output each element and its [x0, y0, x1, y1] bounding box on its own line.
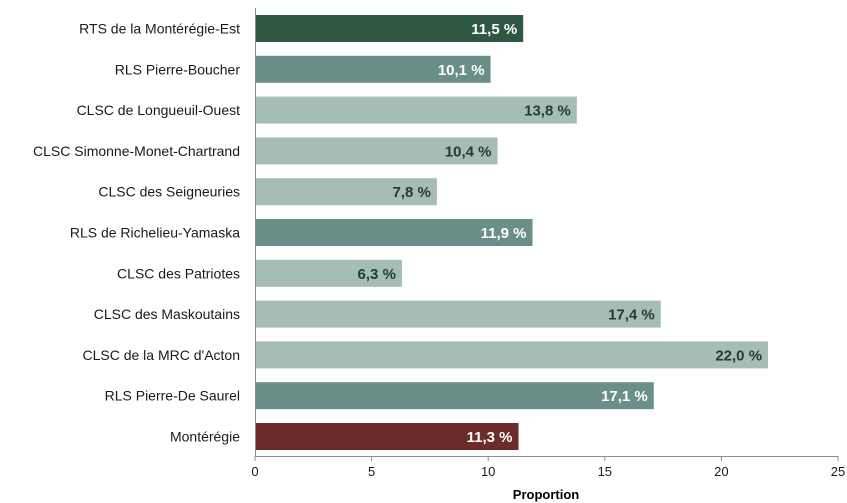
- x-axis: 0 5 10 15 20 25: [251, 8, 845, 479]
- x-tick-label: 20: [714, 464, 728, 479]
- bar: [255, 96, 577, 124]
- x-tick-label: 5: [368, 464, 375, 479]
- bar-value-label: 6,3 %: [358, 266, 396, 283]
- bars: 11,5 % 10,1 % 13,8 % 10,4 % 7,8 % 11,9 % 6,3 %…: [255, 15, 769, 450]
- bar: [255, 382, 654, 410]
- x-tick-label: 25: [831, 464, 845, 479]
- category-label: RLS Pierre-Boucher: [115, 61, 241, 77]
- bar-value-label: 17,1 %: [601, 388, 648, 405]
- category-label: Montérégie: [170, 429, 240, 445]
- category-label: CLSC des Seigneuries: [98, 184, 240, 200]
- bar: [255, 219, 533, 246]
- category-label: CLSC Simonne-Monet-Chartrand: [33, 143, 240, 159]
- bar-value-label: 10,1 %: [438, 62, 485, 79]
- x-axis-title: Proportion: [513, 487, 579, 502]
- category-label: RLS de Richelieu-Yamaska: [70, 225, 240, 241]
- category-label: RTS de la Montérégie-Est: [79, 21, 240, 37]
- bar: [255, 341, 769, 369]
- x-tick-label: 0: [251, 464, 258, 479]
- category-label: RLS Pierre-De Saurel: [105, 388, 240, 404]
- bar: [255, 178, 437, 206]
- category-label: CLSC de Longueuil-Ouest: [77, 102, 241, 118]
- x-tick-label: 15: [598, 464, 612, 479]
- bar-value-label: 11,5 %: [471, 21, 517, 38]
- bar-value-label: 11,9 %: [481, 225, 527, 242]
- bar-value-label: 10,4 %: [445, 143, 492, 160]
- bar: [255, 137, 498, 165]
- bar-value-label: 11,3 %: [467, 429, 513, 446]
- bar-value-label: 22,0 %: [715, 347, 762, 364]
- bar: [255, 259, 402, 287]
- category-label: CLSC de la MRC d'Acton: [82, 347, 240, 363]
- bar-value-label: 17,4 %: [608, 307, 655, 324]
- category-label: CLSC des Patriotes: [117, 265, 240, 281]
- category-label: CLSC des Maskoutains: [94, 306, 240, 322]
- bar-value-label: 7,8 %: [393, 184, 431, 201]
- bar: [255, 423, 519, 450]
- bar: [255, 15, 524, 42]
- category-labels: RTS de la Montérégie-Est RLS Pierre-Bouch…: [33, 21, 240, 445]
- bar: [255, 55, 491, 83]
- x-tick-label: 10: [481, 464, 495, 479]
- bar: [255, 300, 661, 328]
- bar-value-label: 13,8 %: [524, 103, 571, 120]
